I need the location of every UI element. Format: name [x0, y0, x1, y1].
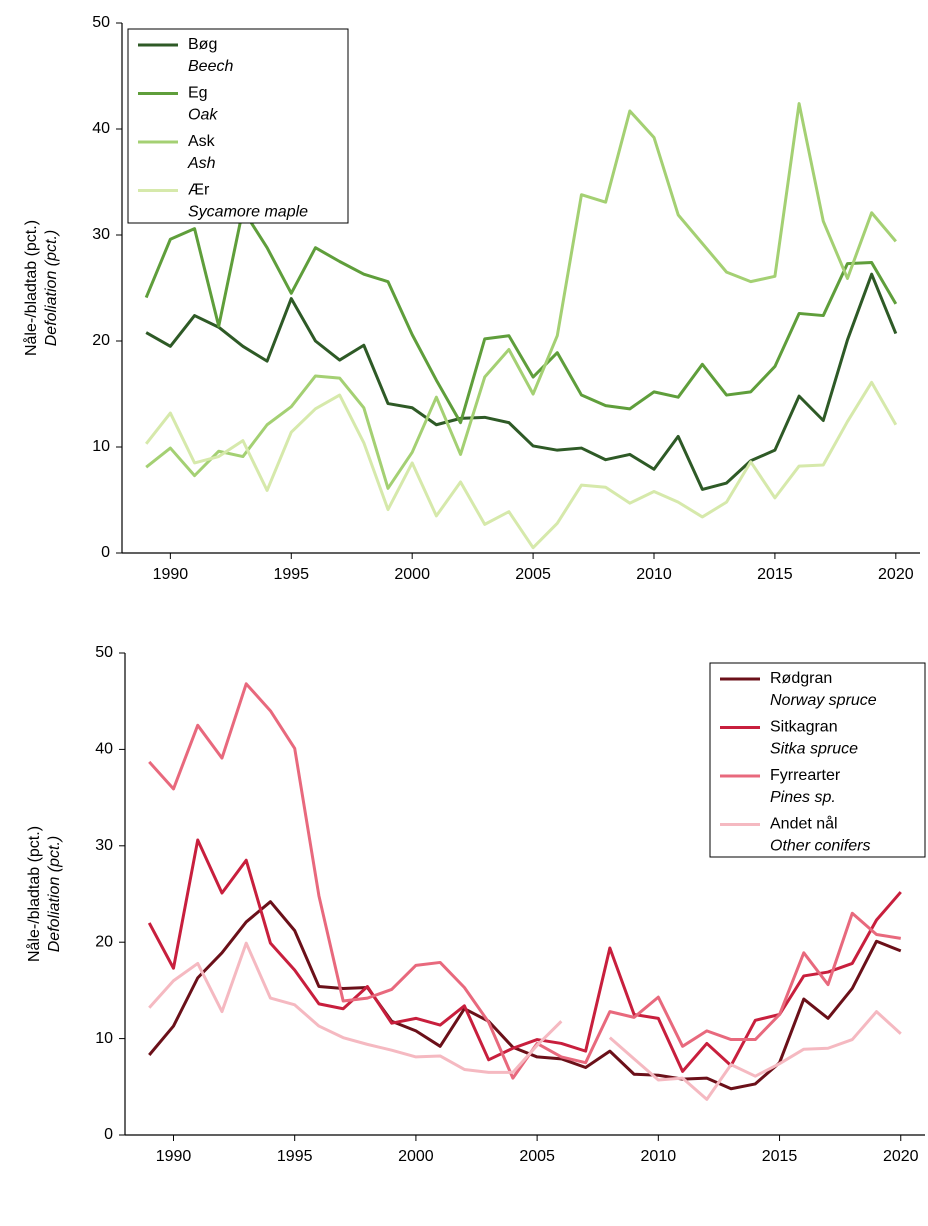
- y-tick-label: 50: [92, 14, 110, 31]
- y-axis-label-en: Defoliation (pct.): [43, 230, 60, 347]
- y-tick-label: 0: [104, 1126, 113, 1143]
- legend-label-en: Other conifers: [770, 838, 870, 855]
- legend-label: Ær: [188, 182, 210, 199]
- legend-label-en: Sycamore maple: [188, 204, 308, 221]
- legend-label-en: Ash: [187, 155, 216, 172]
- legend-label: Ask: [188, 133, 216, 150]
- legend-label-en: Norway spruce: [770, 692, 877, 709]
- y-axis-label: Nåle-/bladtab (pct.): [25, 826, 43, 962]
- y-tick-label: 50: [95, 644, 113, 661]
- series-line: [144, 208, 898, 425]
- chart: 0 10 20 30 40 50 1990 1995 2000 2005 2010 2015 2020 N…: [22, 14, 920, 583]
- x-tick-label: 2020: [883, 1148, 919, 1165]
- y-tick-label: 0: [101, 544, 110, 561]
- legend-label: Andet nål: [770, 815, 838, 833]
- legend-label: Eg: [188, 85, 208, 102]
- chart: 0 10 20 30 40 50 1990 1995 2000 2005 2010 2015 2020 N…: [25, 644, 926, 1165]
- x-tick-label: 2005: [515, 566, 551, 583]
- legend-label: Bøg: [188, 36, 217, 53]
- y-tick-label: 20: [95, 933, 113, 950]
- legend-label: Fyrrearter: [770, 767, 841, 784]
- y-tick-label: 10: [92, 438, 110, 455]
- y-tick-label: 20: [92, 332, 110, 349]
- y-axis-label-en: Defoliation (pct.): [46, 836, 63, 953]
- x-tick-label: 2015: [757, 566, 793, 583]
- legend: Bøg Beech Eg Oak Ask Ash Ær Sycamore maple: [127, 28, 349, 224]
- x-tick-label: 2010: [636, 566, 672, 583]
- x-tick-label: 1990: [153, 566, 189, 583]
- legend-label-en: Oak: [188, 107, 218, 124]
- series-line: [145, 380, 898, 550]
- x-tick-label: 1990: [156, 1148, 192, 1165]
- x-tick-label: 2015: [762, 1148, 798, 1165]
- y-tick-label: 30: [92, 226, 110, 243]
- legend-label: Sitkagran: [770, 719, 838, 736]
- x-tick-label: 2020: [878, 566, 914, 583]
- series-line: [145, 102, 897, 490]
- y-axis-label: Nåle-/bladtab (pct.): [22, 220, 40, 356]
- x-tick-label: 2010: [641, 1148, 677, 1165]
- y-tick-label: 30: [95, 837, 113, 854]
- series-line: [147, 838, 902, 1073]
- y-tick-label: 40: [92, 120, 110, 137]
- series-line: [145, 272, 898, 491]
- series-line: [148, 941, 902, 1101]
- legend-label-en: Pines sp.: [770, 789, 836, 806]
- legend-label-en: Sitka spruce: [770, 741, 858, 758]
- legend-label: Rødgran: [770, 670, 832, 687]
- y-tick-label: 40: [95, 741, 113, 758]
- legend: Rødgran Norway spruce Sitkagran Sitka spruc…: [709, 662, 926, 858]
- x-tick-label: 2000: [394, 566, 430, 583]
- x-tick-label: 1995: [277, 1148, 313, 1165]
- x-tick-label: 2000: [398, 1148, 434, 1165]
- legend-box: [127, 28, 349, 224]
- y-tick-label: 10: [95, 1030, 113, 1047]
- x-tick-label: 2005: [519, 1148, 555, 1165]
- x-tick-label: 1995: [273, 566, 309, 583]
- legend-label-en: Beech: [188, 58, 233, 75]
